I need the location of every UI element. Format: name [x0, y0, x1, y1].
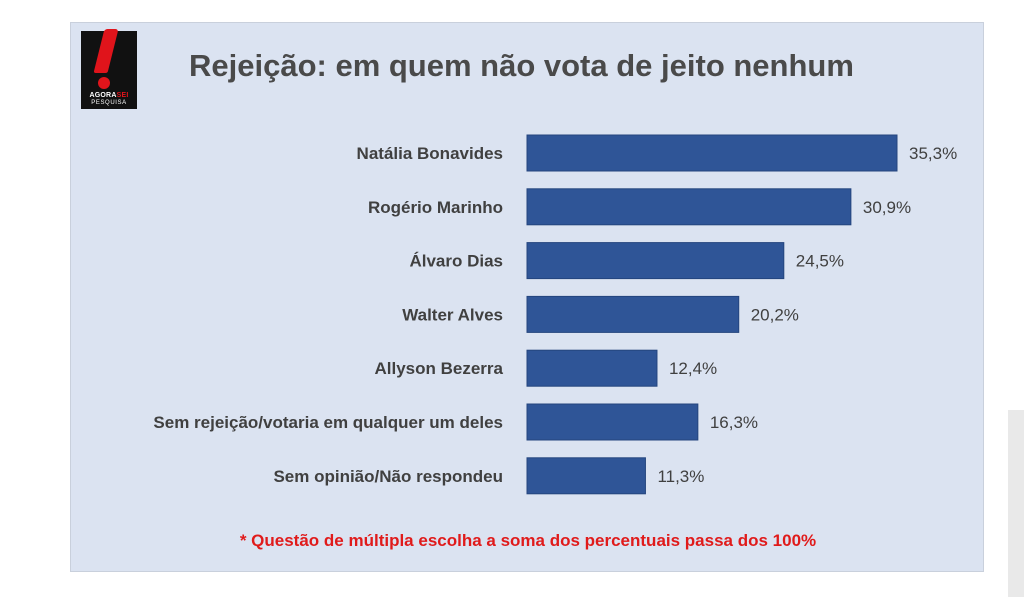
chart-title: Rejeição: em quem não vota de jeito nenh… [189, 48, 854, 83]
category-label-5: Sem rejeição/votaria em qualquer um dele… [153, 413, 503, 432]
category-label-3: Walter Alves [402, 305, 503, 324]
bar-5 [526, 403, 699, 441]
category-label-6: Sem opinião/Não respondeu [273, 467, 503, 486]
category-label-0: Natália Bonavides [357, 144, 503, 163]
chart-panel: AGORASEI PESQUISA Rejeição: em quem não … [70, 22, 984, 572]
category-label-2: Álvaro Dias [409, 252, 503, 271]
category-label-1: Rogério Marinho [368, 198, 503, 217]
value-label-2: 24,5% [796, 252, 844, 271]
value-label-3: 20,2% [751, 305, 799, 324]
bar-0 [526, 134, 898, 172]
value-label-5: 16,3% [710, 413, 758, 432]
bar-4 [526, 349, 658, 387]
exclamation-dot-icon [98, 77, 110, 89]
bar-chart: Natália Bonavides 35,3% Rogério Marinho 30,… [153, 134, 957, 495]
bar-3 [526, 295, 740, 333]
bar-2 [526, 242, 785, 280]
bar-6 [526, 457, 646, 495]
value-label-0: 35,3% [909, 144, 957, 163]
logo-subtitle: PESQUISA [91, 100, 127, 106]
value-label-1: 30,9% [863, 198, 911, 217]
bar-1 [526, 188, 852, 226]
value-label-6: 11,3% [657, 467, 704, 486]
agorasei-logo: AGORASEI PESQUISA [81, 29, 137, 109]
logo-brand: AGORASEI [89, 92, 129, 99]
value-label-4: 12,4% [669, 359, 717, 378]
category-label-4: Allyson Bezerra [375, 359, 504, 378]
footnote-annotation: * Questão de múltipla escolha a soma dos… [239, 531, 817, 550]
window-edge [1008, 410, 1024, 597]
